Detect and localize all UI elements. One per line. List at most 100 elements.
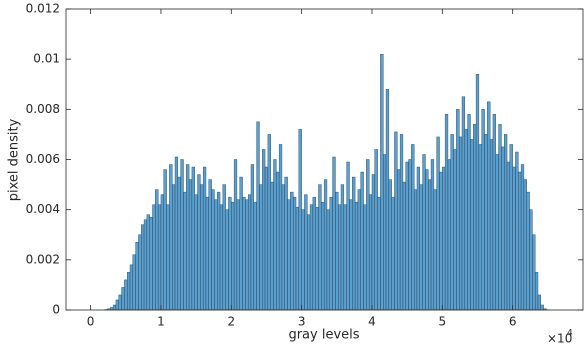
bar — [335, 191, 339, 311]
bar — [343, 204, 347, 311]
bar — [166, 204, 170, 311]
bar — [442, 166, 446, 311]
bar — [270, 181, 274, 311]
bar — [160, 194, 164, 311]
y-tick-label: 0 — [52, 303, 60, 317]
bar — [408, 159, 412, 311]
bar — [287, 199, 291, 311]
bar — [540, 304, 544, 311]
x-tick-label: 0 — [87, 315, 95, 329]
bar — [478, 144, 482, 311]
bar — [157, 204, 162, 311]
x-tick-label: 6 — [509, 315, 517, 329]
bar — [402, 181, 406, 311]
bar — [191, 166, 195, 311]
bar — [292, 196, 297, 311]
bar — [461, 96, 466, 311]
bar — [501, 146, 505, 311]
bar — [419, 184, 423, 311]
bar — [464, 129, 468, 311]
bar — [231, 201, 235, 311]
bar — [368, 194, 373, 311]
bar — [152, 204, 156, 311]
bar — [222, 184, 226, 311]
bar — [487, 101, 491, 311]
bar — [377, 196, 381, 311]
bar — [239, 176, 243, 311]
bar — [323, 179, 328, 311]
bar — [481, 109, 485, 311]
bar — [391, 196, 395, 311]
bar — [278, 144, 283, 311]
bar — [520, 164, 525, 311]
bar — [318, 184, 322, 311]
bar — [188, 179, 193, 311]
bar — [394, 131, 398, 311]
bar — [529, 209, 533, 311]
bar — [309, 204, 314, 311]
bar — [425, 169, 429, 311]
bar — [509, 144, 513, 311]
bar — [169, 164, 173, 311]
bar — [132, 254, 136, 311]
bar — [349, 199, 353, 311]
bar — [467, 114, 471, 311]
bar — [208, 179, 212, 311]
bar — [399, 134, 404, 311]
bar — [338, 204, 342, 311]
bar — [374, 149, 378, 311]
bar — [532, 234, 536, 311]
bar — [447, 159, 451, 311]
bar — [515, 151, 519, 311]
bar — [332, 156, 336, 311]
x-tick-label: 5 — [438, 315, 446, 329]
bar — [245, 199, 249, 311]
bar — [413, 189, 418, 311]
bar — [307, 214, 311, 311]
bar — [177, 176, 181, 311]
bar — [363, 204, 367, 311]
bar — [186, 164, 190, 311]
bar — [512, 166, 516, 311]
bar — [416, 166, 421, 311]
x-tick-label: 1 — [157, 315, 165, 329]
bar — [290, 191, 294, 311]
bar — [352, 176, 356, 311]
bar — [225, 209, 229, 311]
x-scale-power: 4 — [567, 329, 573, 339]
y-tick-label: 0.002 — [26, 252, 60, 266]
bar — [262, 149, 266, 311]
bar — [411, 144, 415, 311]
bar — [315, 206, 319, 311]
bar — [143, 219, 148, 311]
bar — [276, 171, 280, 311]
bar — [428, 179, 432, 311]
y-tick-label: 0.006 — [26, 152, 60, 166]
bar — [495, 154, 499, 311]
bar — [267, 134, 271, 311]
bar — [473, 124, 477, 311]
bar — [126, 272, 131, 311]
y-tick-label: 0.01 — [33, 52, 60, 66]
bar — [253, 201, 257, 311]
bar — [484, 134, 488, 311]
bar — [498, 124, 502, 311]
bar — [217, 191, 221, 311]
bar — [211, 189, 215, 311]
bar — [422, 154, 426, 311]
bar — [273, 159, 277, 311]
bar — [357, 189, 361, 311]
bar — [385, 89, 390, 311]
bar — [146, 214, 150, 311]
bar — [163, 169, 167, 311]
bar — [250, 164, 255, 311]
bar — [200, 184, 204, 311]
bar — [537, 294, 541, 311]
bar — [504, 134, 508, 311]
bar — [281, 184, 285, 311]
bar — [430, 159, 435, 311]
bar — [295, 206, 300, 311]
bar — [149, 216, 153, 311]
bar — [459, 136, 463, 311]
bar — [228, 196, 232, 311]
